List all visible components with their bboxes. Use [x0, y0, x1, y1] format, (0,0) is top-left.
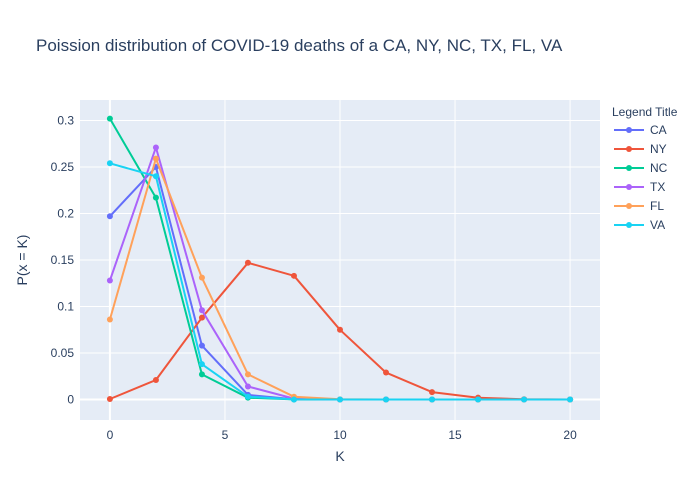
data-point: [152, 377, 159, 383]
data-point: [337, 326, 343, 333]
data-point: [244, 393, 251, 400]
legend-label: VA: [650, 218, 665, 232]
data-point: [106, 395, 113, 402]
data-point: [198, 314, 205, 321]
y-tick-label: 0: [67, 393, 74, 407]
y-tick-label: 0.25: [51, 160, 75, 174]
legend-label: NC: [650, 161, 668, 175]
legend-item-ca[interactable]: CA: [614, 123, 667, 137]
data-point: [152, 194, 159, 201]
data-point: [475, 396, 482, 403]
data-point: [244, 383, 251, 390]
legend-item-nc[interactable]: NC: [614, 161, 668, 175]
data-point: [198, 342, 205, 349]
data-point: [106, 316, 113, 323]
x-axis-title: K: [335, 448, 345, 464]
legend-label: CA: [650, 123, 667, 137]
data-point: [198, 361, 205, 368]
y-tick-label: 0.05: [51, 346, 75, 360]
x-tick-label: 5: [222, 428, 229, 442]
x-tick-label: 10: [333, 428, 347, 442]
series-layer: [106, 115, 574, 403]
x-tick-label: 15: [448, 428, 462, 442]
x-tick-label: 0: [107, 428, 114, 442]
data-point: [106, 277, 113, 284]
data-point: [198, 274, 205, 281]
x-tick-label: 20: [563, 428, 577, 442]
chart-title: Poission distribution of COVID-19 deaths…: [36, 36, 563, 55]
data-point: [337, 396, 343, 403]
tick-labels: 0 0.05 0.1 0.15 0.2 0.25 0.3 0 5 10 15 20: [51, 113, 577, 442]
data-point: [244, 259, 251, 266]
data-point: [567, 396, 574, 403]
data-point: [244, 371, 251, 378]
y-tick-label: 0.2: [57, 206, 74, 220]
data-point: [429, 396, 436, 403]
y-axis-title: P(x = K): [14, 235, 30, 286]
legend-label: FL: [650, 199, 664, 213]
data-point: [429, 389, 436, 396]
series-va: [106, 160, 574, 403]
legend-swatch-marker: [626, 146, 632, 152]
legend-item-fl[interactable]: FL: [614, 199, 664, 213]
legend-swatch-marker: [626, 222, 632, 228]
y-tick-label: 0.3: [57, 113, 74, 127]
y-tick-label: 0.15: [51, 253, 75, 267]
legend-title: Legend Title: [612, 105, 678, 119]
data-point: [290, 396, 297, 403]
data-point: [198, 307, 205, 314]
data-point: [152, 155, 159, 162]
legend-swatch-marker: [626, 165, 632, 171]
legend: Legend Title CA NY NC TX FL VA: [612, 105, 678, 232]
data-point: [152, 173, 159, 180]
legend-item-va[interactable]: VA: [614, 218, 665, 232]
data-point: [383, 369, 390, 376]
data-point: [290, 272, 297, 279]
legend-item-ny[interactable]: NY: [614, 142, 667, 156]
legend-swatch-marker: [626, 184, 632, 190]
data-point: [106, 160, 113, 167]
legend-item-tx[interactable]: TX: [614, 180, 665, 194]
data-point: [106, 115, 113, 122]
data-point: [521, 396, 528, 403]
data-point: [198, 371, 205, 378]
legend-label: NY: [650, 142, 667, 156]
data-point: [106, 213, 113, 220]
data-point: [383, 396, 390, 403]
legend-swatch-marker: [626, 127, 632, 133]
legend-label: TX: [650, 180, 665, 194]
y-tick-label: 0.1: [57, 300, 74, 314]
gridlines: [80, 100, 600, 420]
legend-swatch-marker: [626, 203, 632, 209]
data-point: [152, 144, 159, 151]
